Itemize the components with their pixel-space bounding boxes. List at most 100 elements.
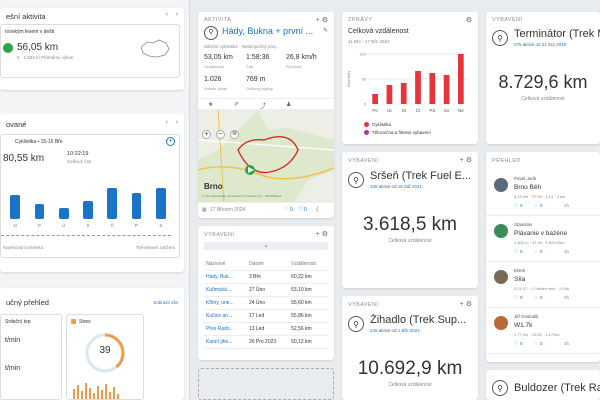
gear-table-header[interactable]: Vzdálenost (289, 258, 328, 271)
gear-title[interactable]: Žihadlo (Trek Sup... (370, 314, 467, 326)
prev-arrow-icon[interactable]: ‹ (165, 119, 168, 126)
next-arrow-icon[interactable]: › (175, 11, 178, 18)
gear-title[interactable]: Buldozer (Trek Ra (514, 382, 600, 394)
add-card-placeholder[interactable] (198, 368, 334, 400)
layers-icon[interactable]: ≋ (230, 130, 239, 139)
comment-icon[interactable]: ◌ (534, 295, 537, 301)
comment-icon[interactable]: ◌ (534, 203, 537, 209)
stress-tile[interactable]: Stres 39 (66, 314, 144, 400)
gear-select[interactable]: ⌄ (204, 242, 328, 250)
gear-table-header[interactable]: Datum (246, 258, 290, 271)
overview-card[interactable]: učný přehled Zobrazit vše Srdeční tep t/… (0, 288, 184, 400)
gear-card-srsen[interactable]: VYBAVENÍ + ⚙ ⚲ Sršeň (Trek Fuel E... 108… (342, 152, 478, 288)
overview-link[interactable]: Zobrazit vše (153, 300, 178, 305)
activity-link[interactable]: Kuřimská ... (204, 283, 247, 297)
latest-activity-inner[interactable]: rovským lesem v dešti 56,05 km 0 · 1.033… (0, 24, 180, 78)
zoom-in-button[interactable]: + (202, 130, 211, 139)
carousel-dots[interactable] (78, 264, 94, 272)
like-icon[interactable]: ♡ (514, 249, 519, 255)
chart-bar[interactable] (386, 85, 393, 104)
gear-icon[interactable]: ⚙ (465, 157, 472, 164)
feed-user[interactable]: Mirek (514, 268, 525, 273)
gear-table-card[interactable]: VYBAVENÍ + ⚙ ⌄ Názvové Datum Vzdálenost Há… (198, 226, 334, 360)
like-icon[interactable]: ♡ (514, 295, 519, 301)
table-row[interactable]: Kanní jihe... 26 Pro 2023 50,12 km (204, 335, 328, 349)
activity-link[interactable]: Kučice an... (204, 309, 247, 323)
avatar[interactable] (494, 224, 508, 238)
gear-sub[interactable]: 108 aktivit od 16 Zář 2021 (370, 184, 423, 189)
edit-note-icon[interactable]: ✐ (234, 102, 240, 108)
chart-bar[interactable] (443, 75, 450, 104)
activity-link[interactable]: Křtiny, une... (204, 296, 247, 310)
zoom-out-button[interactable]: − (216, 130, 225, 139)
feed-title[interactable]: W1.7k (514, 322, 533, 329)
activity-title[interactable]: Hády, Bukna + první ... (222, 26, 314, 36)
carousel-dots[interactable] (78, 82, 94, 90)
gear-card-buldozer[interactable]: ⚲ Buldozer (Trek Ra (486, 370, 600, 400)
feed-user[interactable]: Stanislav (514, 222, 533, 227)
planned-inner[interactable]: Cyklistika • 15-16 Bře + 80,55 km 10:22:… (0, 134, 180, 258)
gear-icon[interactable]: ⚙ (321, 17, 328, 24)
latest-activity-card[interactable]: ešní aktivita ‹ › rovským lesem v dešti … (0, 8, 184, 90)
feed-item[interactable]: Mirek Síla 0:21:27 · 1 Celkem test · 1 Pok… (486, 264, 600, 308)
feed-item[interactable]: Stanislav Plávanie v bazéne 1.500 m · 47:2… (486, 218, 600, 262)
gear-title[interactable]: Sršeň (Trek Fuel E... (370, 170, 472, 182)
share-icon[interactable]: ⟨ (316, 207, 319, 213)
planned-card[interactable]: ované ‹ › Cyklistika • 15-16 Bře + 80,55… (0, 114, 184, 272)
table-row[interactable]: Hády, Buk... 3 Bře 60,22 km (204, 270, 328, 284)
plus-icon[interactable]: + (315, 231, 320, 238)
like-icon[interactable]: ♡ (514, 341, 519, 347)
star-icon[interactable]: ★ (208, 102, 214, 108)
avatar[interactable] (494, 270, 508, 284)
gear-table-header[interactable]: Názvové (204, 258, 247, 271)
activity-map[interactable]: + − ≋ Brno © OpenStreetMap contributors … (198, 110, 334, 202)
comment-icon[interactable]: ◌ (284, 206, 288, 212)
table-row[interactable]: Přes Rado... 13 Led 52,56 km (204, 322, 328, 336)
gear-card-terminator[interactable]: VYBAVENÍ ⚲ Terminátor (Trek Ma 275 aktiv… (486, 12, 600, 144)
feed-card[interactable]: PŘEHLED Pavel Jurík Brno Běh 5,15 km · 27:… (486, 152, 600, 362)
chart-bar[interactable] (400, 83, 407, 104)
next-arrow-icon[interactable]: › (175, 119, 178, 126)
chart-bar[interactable] (372, 94, 378, 104)
feed-title[interactable]: Brno Běh (514, 184, 542, 191)
gear-icon[interactable]: ⚙ (465, 17, 472, 24)
avatar[interactable] (494, 316, 508, 330)
people-icon[interactable]: ♟ (286, 102, 292, 108)
table-row[interactable]: Kučice an... 17 Led 55,86 km (204, 309, 328, 323)
table-row[interactable]: Křtiny, une... 24 Úno 55,60 km (204, 296, 328, 310)
feed-user[interactable]: Jiří Doskalík (514, 314, 539, 319)
chart-bar[interactable] (429, 73, 436, 104)
gear-card-zihadlo[interactable]: VYBAVENÍ + ⚙ ⚲ Žihadlo (Trek Sup... 245 … (342, 296, 478, 400)
like-icon[interactable]: ♡ (298, 207, 304, 213)
feed-title[interactable]: Plávanie v bazéne (514, 230, 568, 237)
plus-icon[interactable]: + (315, 17, 320, 24)
activity-card[interactable]: AKTIVITA + ⚙ ⚲ Hády, Bukna + první ... ✎… (198, 12, 334, 218)
plus-icon[interactable]: + (459, 301, 464, 308)
comment-icon[interactable]: ◌ (534, 249, 537, 255)
share-icon[interactable]: ⤴ (260, 104, 267, 110)
edit-icon[interactable]: ✎ (322, 28, 328, 34)
feed-item[interactable]: Pavel Jurík Brno Běh 5,15 km · 27:53 · 1:1… (486, 172, 600, 216)
gear-icon[interactable]: ⚙ (321, 231, 328, 238)
like-icon[interactable]: ♡ (514, 203, 519, 209)
avatar[interactable] (494, 178, 508, 192)
table-row[interactable]: Kuřimská ... 27 Úno 53,10 km (204, 283, 328, 297)
chart-bar[interactable] (458, 54, 464, 104)
hr-tile[interactable]: Srdeční tep t/min t/min (0, 314, 62, 400)
chart-bar[interactable] (415, 71, 421, 104)
plus-icon[interactable]: + (459, 157, 464, 164)
activity-link[interactable]: Kanní jihe... (204, 335, 247, 349)
feed-title[interactable]: Síla (514, 276, 526, 283)
activity-link[interactable]: Přes Rado... (204, 322, 247, 336)
prev-arrow-icon[interactable]: ‹ (165, 11, 168, 18)
add-icon[interactable]: + (166, 137, 175, 146)
gear-sub[interactable]: 275 aktivit od 21 Srp 2019 (514, 42, 567, 47)
feed-item[interactable]: Jiří Doskalík W1.7k 1,77 km · 19:51 · 1:17… (486, 310, 600, 354)
feed-user[interactable]: Pavel Jurík (514, 176, 537, 181)
reports-card[interactable]: ZPRÁVY ⚙ Celková vzdálenost 11 Bře - 17 … (342, 12, 478, 144)
gear-title[interactable]: Terminátor (Trek Ma (514, 28, 600, 40)
comment-icon[interactable]: ◌ (534, 341, 537, 347)
gear-icon[interactable]: ⚙ (465, 301, 472, 308)
gear-sub[interactable]: 245 aktivit od 1 Bře 2021 (370, 328, 420, 333)
activity-link[interactable]: Hády, Buk... (204, 270, 247, 284)
